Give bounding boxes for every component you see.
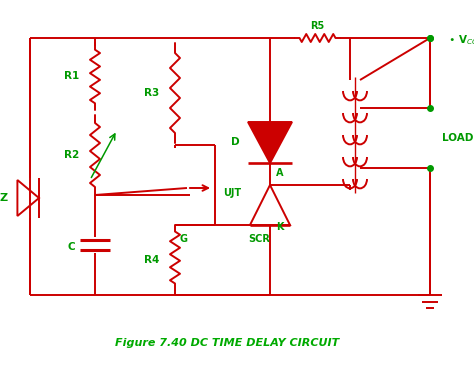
Text: A: A bbox=[276, 168, 283, 178]
Text: K: K bbox=[276, 222, 283, 232]
Text: Figure 7.40 DC TIME DELAY CIRCUIT: Figure 7.40 DC TIME DELAY CIRCUIT bbox=[115, 338, 339, 348]
Text: C: C bbox=[67, 242, 75, 252]
Polygon shape bbox=[248, 122, 292, 163]
Text: D: D bbox=[231, 137, 240, 147]
Text: Z: Z bbox=[0, 193, 8, 203]
Text: SCR: SCR bbox=[248, 234, 270, 244]
Text: R1: R1 bbox=[64, 71, 79, 81]
Text: R4: R4 bbox=[144, 255, 159, 265]
Text: R2: R2 bbox=[64, 150, 79, 160]
Text: LOAD: LOAD bbox=[442, 133, 474, 143]
Text: G: G bbox=[180, 234, 188, 244]
Text: $\bullet$ V$_{CC}$: $\bullet$ V$_{CC}$ bbox=[448, 33, 474, 47]
Text: UJT: UJT bbox=[223, 188, 241, 198]
Text: R5: R5 bbox=[310, 21, 324, 31]
Text: R3: R3 bbox=[144, 88, 159, 98]
